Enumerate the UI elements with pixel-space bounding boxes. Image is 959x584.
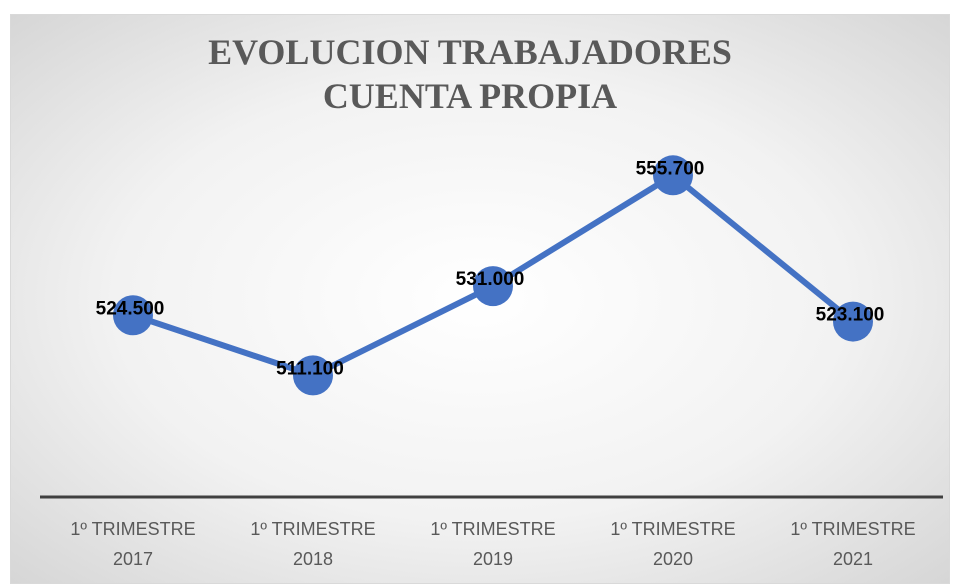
marker xyxy=(653,155,693,196)
marker xyxy=(833,301,873,342)
data-label: 531.000 xyxy=(456,269,525,290)
data-label: 524.500 xyxy=(96,298,165,319)
x-tick-label: 1º TRIMESTRE 2018 xyxy=(250,519,376,569)
data-label: 555.700 xyxy=(636,158,705,179)
data-label: 511.100 xyxy=(276,358,344,379)
x-tick-label: 1º TRIMESTRE 2017 xyxy=(70,519,196,569)
marker xyxy=(293,355,333,396)
marker xyxy=(113,295,153,336)
data-label: 523.100 xyxy=(816,305,885,326)
x-tick-label: 1º TRIMESTRE 2020 xyxy=(610,519,736,569)
x-tick-label: 1º TRIMESTRE 2021 xyxy=(790,519,916,569)
marker xyxy=(473,266,513,307)
x-tick-label: 1º TRIMESTRE 2019 xyxy=(430,519,556,569)
chart-title: EVOLUCION TRABAJADORES CUENTA PROPIA xyxy=(208,32,732,116)
